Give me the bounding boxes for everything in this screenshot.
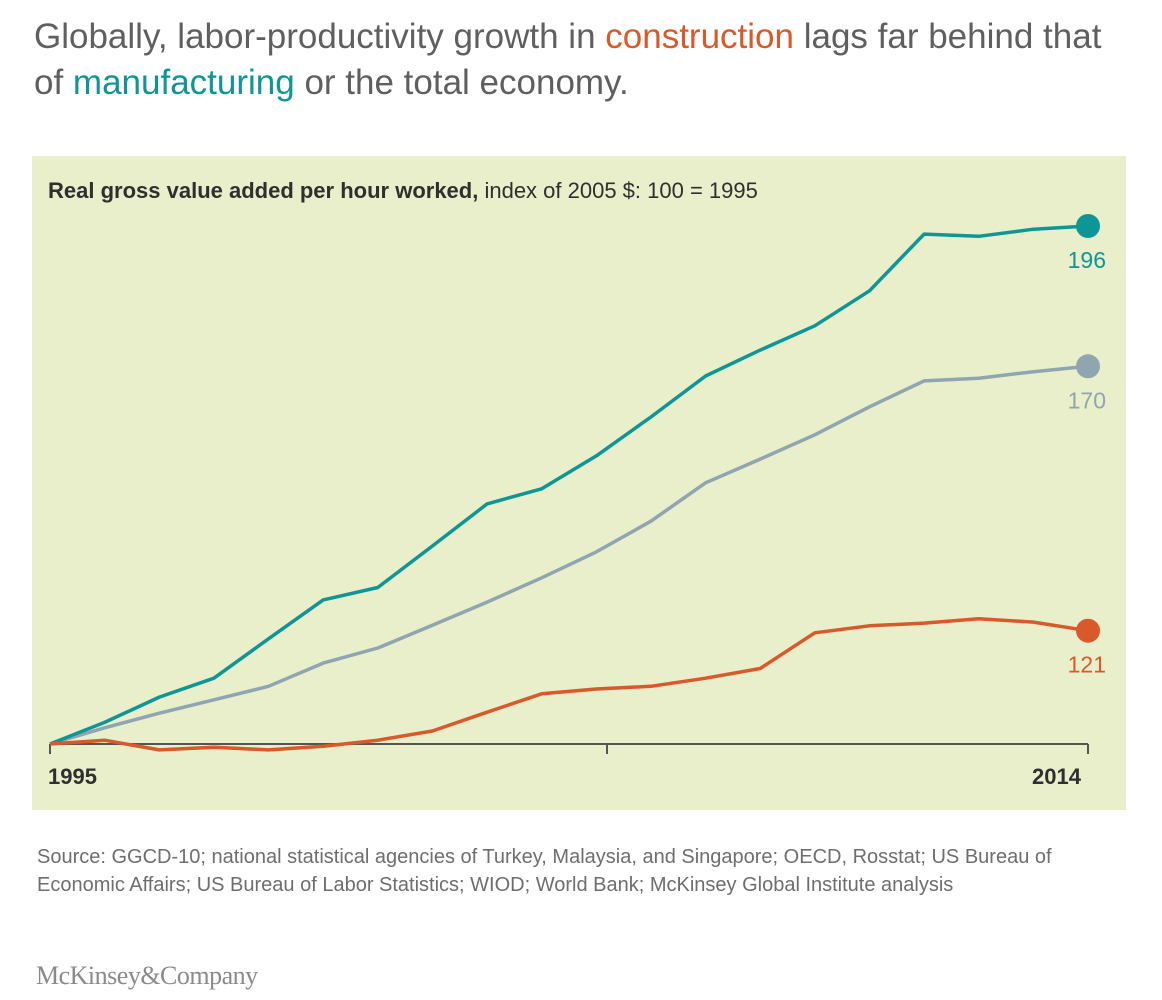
headline-construction: construction xyxy=(605,17,794,56)
headline-text: Globally, labor-productivity growth in xyxy=(34,17,606,56)
chart-title-rest: index of 2005 $: 100 = 1995 xyxy=(478,178,758,203)
data-label: 121 xyxy=(1068,652,1106,678)
end-point-total-economy xyxy=(1076,354,1100,379)
x-tick-label: 2014 xyxy=(1032,764,1082,789)
x-tick-label: 1995 xyxy=(48,764,97,789)
source-note: Source: GGCD-10; national statistical ag… xyxy=(37,846,1052,896)
chart-title: Real gross value added per hour worked, … xyxy=(48,178,758,204)
series-line-construction xyxy=(49,617,1089,752)
headline: Globally, labor-productivity growth in c… xyxy=(34,14,1134,106)
data-label: 196 xyxy=(1068,247,1106,273)
headline-text: or the total economy. xyxy=(294,63,629,102)
headline-manufacturing: manufacturing xyxy=(72,63,295,102)
series-line-total-economy xyxy=(49,364,1089,746)
end-point-construction xyxy=(1076,618,1100,643)
data-label: 170 xyxy=(1068,387,1106,413)
series-line-manufacturing xyxy=(49,224,1089,746)
mckinsey-logo: McKinsey&Company xyxy=(36,961,258,990)
end-point-manufacturing xyxy=(1076,214,1100,238)
chart-title-bold: Real gross value added per hour worked, xyxy=(48,178,479,203)
headline-text: lags far behind that of xyxy=(34,17,1102,102)
